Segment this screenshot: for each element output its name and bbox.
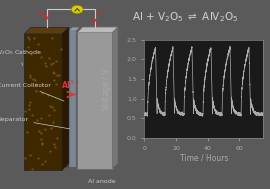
Polygon shape bbox=[69, 27, 79, 31]
Circle shape bbox=[71, 5, 83, 14]
Polygon shape bbox=[62, 27, 69, 170]
Polygon shape bbox=[77, 27, 118, 33]
Text: e$^-$: e$^-$ bbox=[97, 9, 108, 18]
Polygon shape bbox=[77, 33, 113, 169]
Polygon shape bbox=[24, 34, 62, 170]
Text: Current Collector: Current Collector bbox=[0, 83, 64, 101]
Text: Al + V$_2$O$_5$ $\rightleftharpoons$ AlV$_2$O$_5$: Al + V$_2$O$_5$ $\rightleftharpoons$ AlV… bbox=[132, 10, 238, 24]
Y-axis label: Voltage / V: Voltage / V bbox=[102, 68, 111, 110]
Polygon shape bbox=[69, 31, 76, 167]
Polygon shape bbox=[113, 27, 118, 169]
Polygon shape bbox=[24, 27, 69, 34]
Text: Al anode: Al anode bbox=[88, 179, 116, 184]
Text: e$^-$: e$^-$ bbox=[37, 10, 48, 19]
Text: Separator: Separator bbox=[0, 117, 70, 129]
Text: V$_2$O$_5$ Cathode: V$_2$O$_5$ Cathode bbox=[0, 48, 42, 65]
X-axis label: Time / Hours: Time / Hours bbox=[180, 153, 228, 162]
Text: Al$^{3+}$: Al$^{3+}$ bbox=[61, 78, 80, 91]
Polygon shape bbox=[64, 31, 69, 167]
